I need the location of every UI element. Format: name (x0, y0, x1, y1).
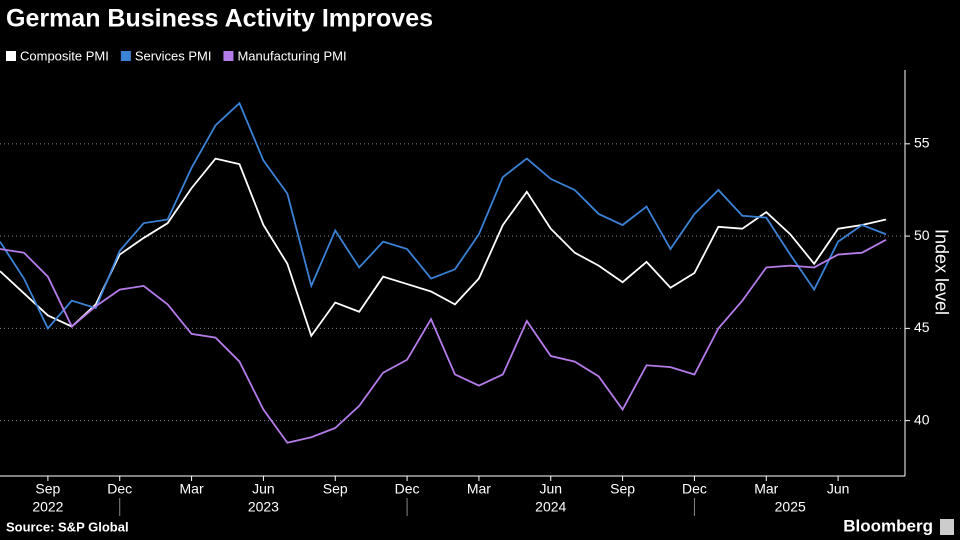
legend-swatch (120, 51, 131, 61)
legend-label: Services PMI (135, 48, 212, 63)
brand-icon (940, 519, 954, 535)
brand: Bloomberg (843, 516, 933, 535)
x-year-label: 2023 (248, 499, 279, 515)
x-tick-label: Dec (682, 481, 707, 497)
x-tick-label: Jun (827, 481, 850, 497)
legend-label: Manufacturing PMI (237, 48, 346, 63)
x-tick-label: Dec (395, 481, 420, 497)
x-tick-label: Mar (754, 481, 778, 497)
x-tick-label: Sep (323, 481, 348, 497)
x-tick-label: Jun (252, 481, 275, 497)
y-tick-label: 50 (914, 227, 930, 243)
x-tick-label: Mar (180, 481, 204, 497)
x-year-label: 2024 (535, 499, 566, 515)
series-line (0, 101, 887, 330)
x-tick-label: Dec (107, 481, 132, 497)
y-tick-label: 55 (914, 135, 930, 151)
legend-swatch (223, 51, 234, 61)
y-tick-label: 45 (914, 319, 930, 335)
y-tick-label: 40 (914, 411, 930, 427)
x-year-label: 2022 (32, 499, 63, 515)
legend-swatch (6, 51, 16, 61)
x-year-label: 2025 (775, 499, 806, 515)
y-axis-label: Index level (931, 229, 951, 315)
chart-title: German Business Activity Improves (6, 5, 433, 33)
series-line (0, 238, 887, 444)
legend-label: Composite PMI (20, 48, 109, 63)
x-tick-label: Sep (610, 481, 635, 497)
x-tick-label: Mar (467, 481, 491, 497)
series-line (0, 157, 887, 338)
x-tick-label: Jun (539, 481, 562, 497)
x-tick-label: Sep (35, 481, 60, 497)
source: Source: S&P Global (6, 519, 129, 534)
